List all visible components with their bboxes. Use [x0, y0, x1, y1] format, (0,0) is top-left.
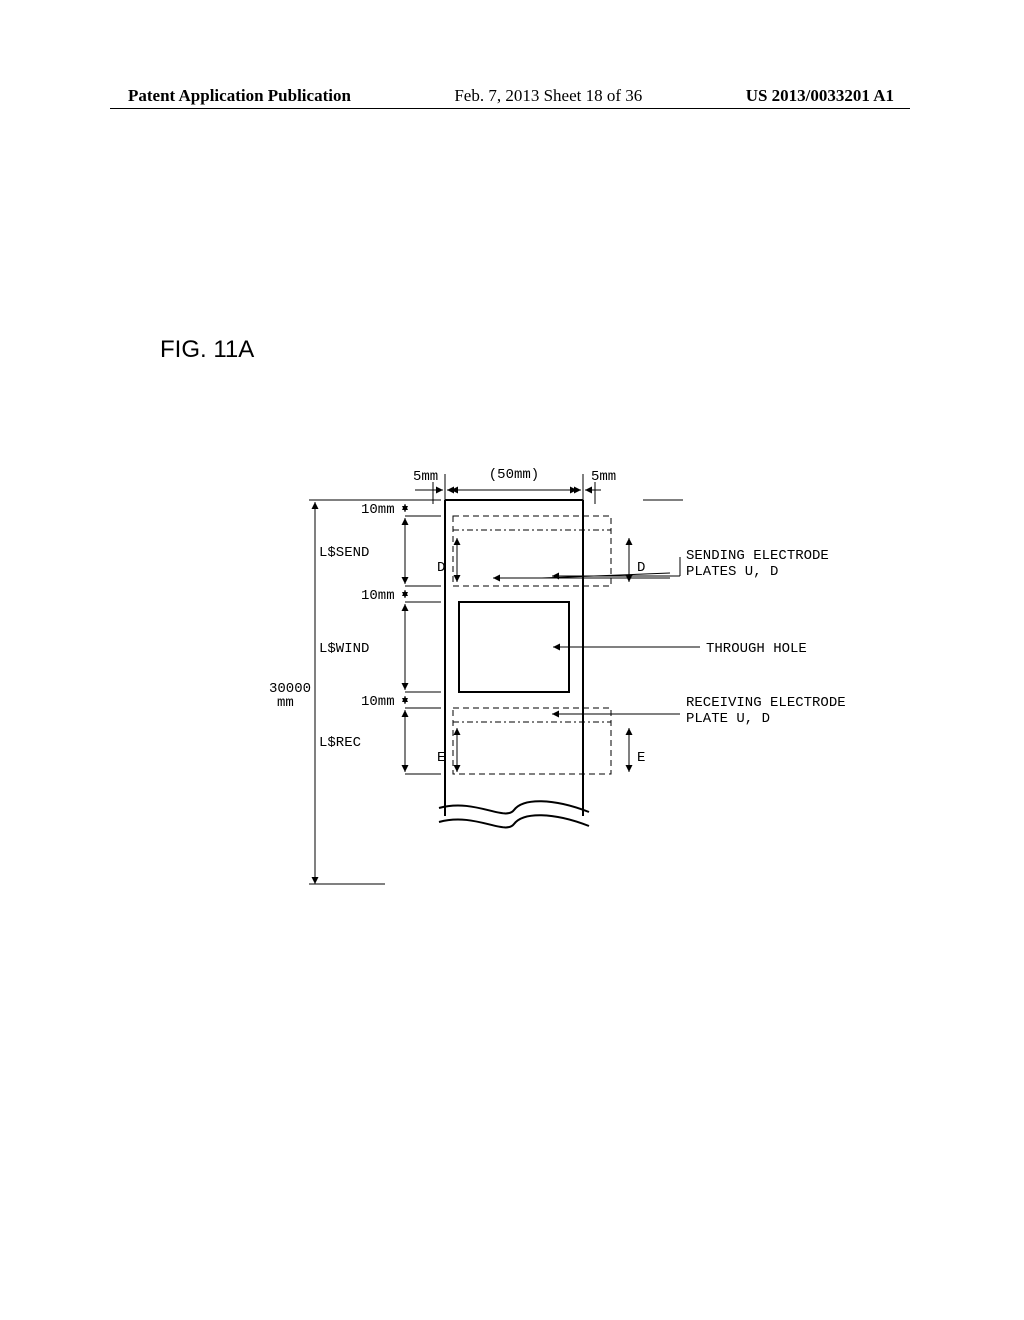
svg-text:(50mm): (50mm) — [489, 467, 539, 483]
svg-text:SENDING ELECTRODE: SENDING ELECTRODE — [686, 548, 829, 564]
svg-text:L$SEND: L$SEND — [319, 545, 369, 561]
svg-text:E: E — [637, 750, 645, 766]
svg-text:10mm: 10mm — [361, 502, 395, 518]
svg-text:L$REC: L$REC — [319, 735, 361, 751]
svg-text:10mm: 10mm — [361, 694, 395, 710]
diagram-container: 5mm(50mm)5mmDDSENDING ELECTRODEPLATES U,… — [250, 468, 890, 928]
svg-text:D: D — [437, 560, 445, 576]
svg-text:PLATE U, D: PLATE U, D — [686, 711, 770, 727]
svg-text:5mm: 5mm — [413, 469, 438, 485]
page-header: Patent Application Publication Feb. 7, 2… — [0, 86, 1024, 106]
svg-text:10mm: 10mm — [361, 588, 395, 604]
header-left: Patent Application Publication — [128, 86, 351, 106]
svg-text:E: E — [437, 750, 445, 766]
svg-text:THROUGH HOLE: THROUGH HOLE — [706, 641, 807, 657]
svg-text:RECEIVING ELECTRODE: RECEIVING ELECTRODE — [686, 695, 846, 711]
figure-label: FIG. 11A — [160, 336, 254, 364]
svg-text:5mm: 5mm — [591, 469, 616, 485]
header-center: Feb. 7, 2013 Sheet 18 of 36 — [454, 86, 642, 106]
diagram-svg: 5mm(50mm)5mmDDSENDING ELECTRODEPLATES U,… — [250, 468, 890, 928]
header-right: US 2013/0033201 A1 — [746, 86, 894, 106]
header-rule — [110, 108, 910, 109]
svg-text:PLATES U, D: PLATES U, D — [686, 564, 778, 580]
svg-text:L$WIND: L$WIND — [319, 641, 369, 657]
svg-text:mm: mm — [277, 695, 294, 711]
